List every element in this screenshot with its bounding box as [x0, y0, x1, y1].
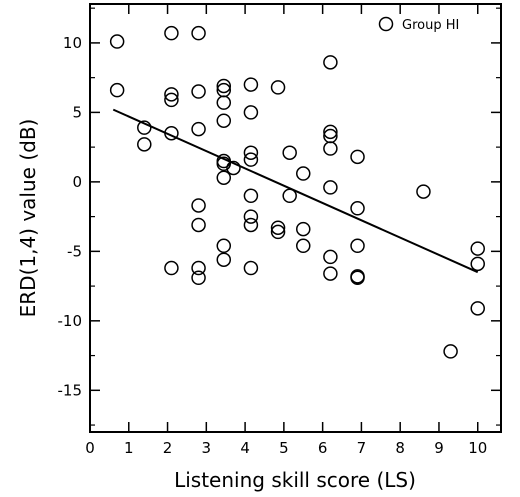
- y-tick-label: 5: [72, 103, 82, 121]
- data-point: [470, 241, 485, 256]
- data-point: [350, 149, 365, 165]
- x-tick-label: 9: [434, 439, 444, 457]
- x-tick-label: 6: [318, 439, 328, 457]
- y-tick-label: -5: [67, 242, 82, 260]
- data-point: [416, 184, 431, 199]
- data-point: [137, 120, 152, 135]
- data-point: [270, 80, 286, 95]
- data-point: [164, 92, 179, 108]
- x-tick-label: 7: [357, 439, 367, 457]
- data-point: [243, 260, 259, 276]
- legend-label: Group HI: [402, 18, 459, 33]
- data-point: [243, 217, 259, 233]
- y-tick-label: 10: [63, 34, 82, 52]
- data-point: [216, 156, 232, 172]
- data-point: [226, 160, 241, 176]
- data-point: [350, 201, 365, 216]
- y-tick-label: 0: [72, 173, 82, 191]
- x-axis-title: Listening skill score (LS): [174, 468, 416, 492]
- y-axis-title: ERD(1,4) value (dB): [16, 119, 40, 318]
- x-tick-label: 8: [395, 439, 405, 457]
- data-point: [191, 198, 206, 213]
- x-tick-label: 5: [279, 439, 289, 457]
- data-point: [323, 249, 338, 265]
- data-point: [296, 238, 311, 254]
- data-point: [191, 270, 206, 286]
- data-point: [296, 221, 311, 237]
- data-point: [164, 87, 179, 102]
- x-axis-ticks: 0 1 2 3 4 5 6 7 8 9 10: [85, 4, 487, 457]
- data-point: [350, 270, 365, 286]
- data-point: [350, 238, 365, 254]
- data-point: [109, 82, 125, 98]
- data-point: [243, 152, 259, 167]
- x-tick-label: 2: [163, 439, 173, 457]
- regression-line: [112, 108, 479, 274]
- data-point: [270, 220, 286, 235]
- x-tick-label: 4: [240, 439, 250, 457]
- data-point: [470, 301, 485, 316]
- data-point: [137, 137, 152, 152]
- data-point: [323, 124, 338, 140]
- legend: Group HI: [378, 16, 459, 33]
- data-point: [109, 34, 125, 49]
- data-point: [443, 344, 458, 359]
- x-tick-label: 1: [124, 439, 134, 457]
- data-point: [323, 266, 338, 281]
- data-point: [323, 141, 338, 156]
- data-point: [191, 121, 206, 137]
- data-point: [216, 113, 232, 128]
- x-tick-label: 10: [468, 439, 487, 457]
- data-point: [216, 95, 232, 110]
- y-tick-label: -10: [58, 312, 83, 330]
- data-point: [323, 55, 338, 70]
- y-tick-label: -15: [58, 381, 83, 399]
- data-point: [191, 217, 206, 233]
- data-point: [164, 260, 179, 276]
- data-point: [243, 188, 259, 204]
- data-point: [216, 252, 232, 267]
- data-point: [191, 25, 206, 41]
- data-point: [282, 145, 297, 160]
- plot-frame: [89, 3, 502, 433]
- data-point: [164, 25, 179, 41]
- data-point: [270, 224, 286, 240]
- data-point: [216, 238, 232, 254]
- data-point: [243, 145, 259, 160]
- x-tick-label: 3: [202, 439, 212, 457]
- x-tick-label: 0: [85, 439, 95, 457]
- data-point: [216, 78, 232, 94]
- data-point: [323, 180, 338, 195]
- data-point: [296, 166, 311, 181]
- data-point: [470, 256, 485, 272]
- data-point: [243, 209, 259, 224]
- data-point: [191, 84, 206, 99]
- data-point: [191, 260, 206, 276]
- y-axis-ticks: 10 5 0 -5 -10 -15: [58, 7, 501, 426]
- data-points: [109, 25, 485, 359]
- data-point: [243, 77, 259, 92]
- data-point: [243, 105, 259, 120]
- data-point: [216, 170, 232, 185]
- legend-marker-icon: [378, 16, 394, 32]
